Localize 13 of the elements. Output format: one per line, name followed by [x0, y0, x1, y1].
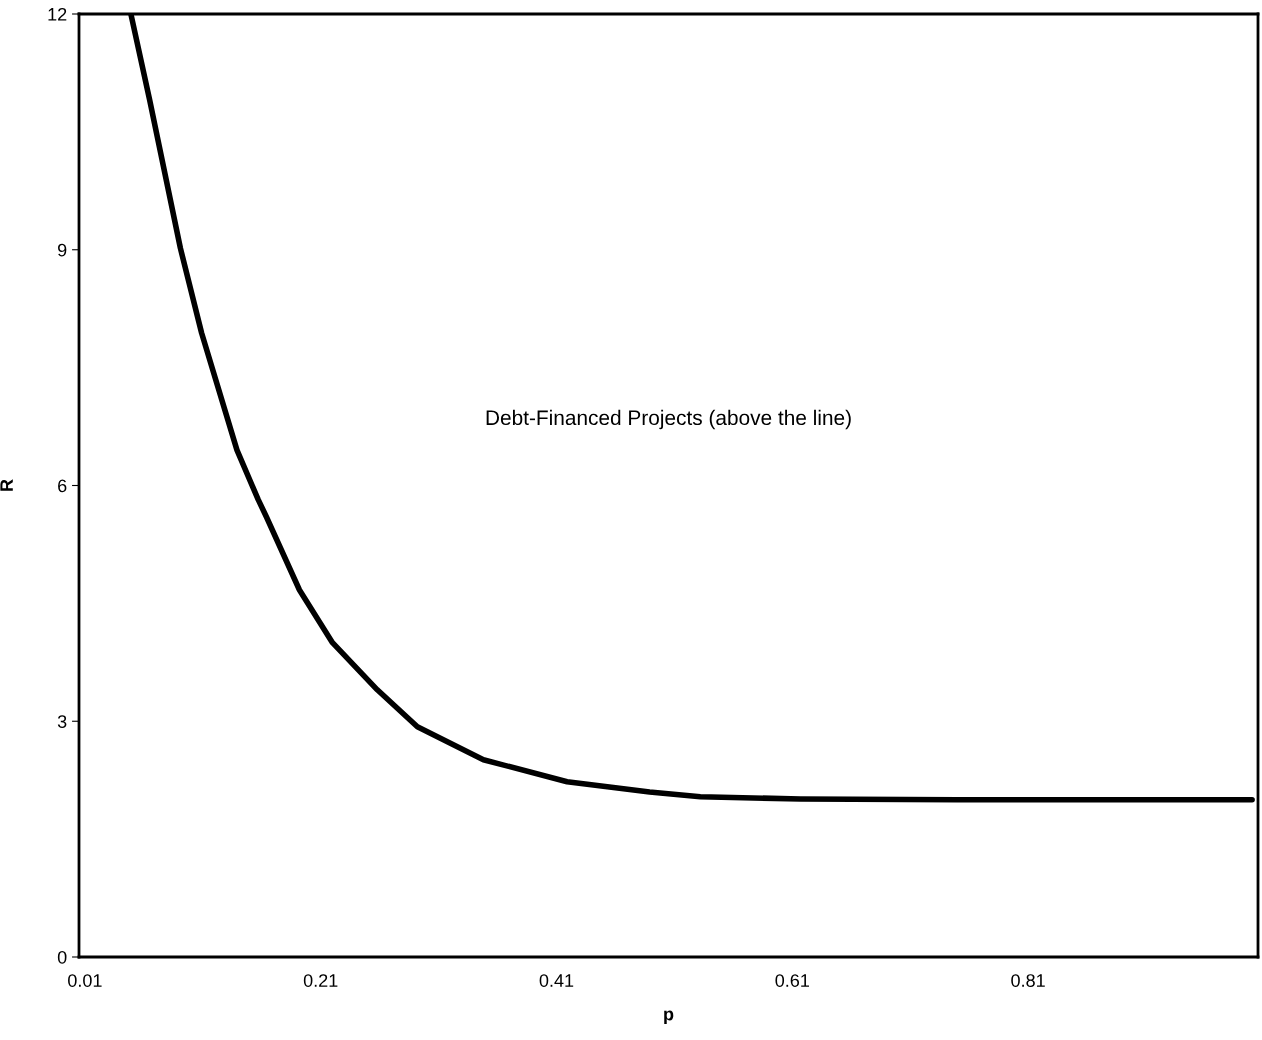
y-tick-label: 3 [57, 715, 67, 728]
x-tick-label: 0.21 [303, 974, 338, 987]
y-tick-label: 12 [48, 7, 67, 21]
x-axis-title: p [664, 1010, 674, 1024]
x-tick-label: 0.41 [539, 974, 574, 987]
y-tick-label: 0 [57, 950, 67, 964]
y-axis-title: R [0, 479, 13, 491]
x-tick-label: 0.01 [68, 974, 102, 987]
y-tick-label: 6 [58, 479, 67, 493]
x-tick-label: 0.61 [775, 974, 809, 987]
x-tick-label: 0.81 [1011, 974, 1045, 987]
annotation: Debt-Financed Projects (above the line) [486, 409, 851, 430]
y-tick-label: 9 [58, 243, 67, 257]
